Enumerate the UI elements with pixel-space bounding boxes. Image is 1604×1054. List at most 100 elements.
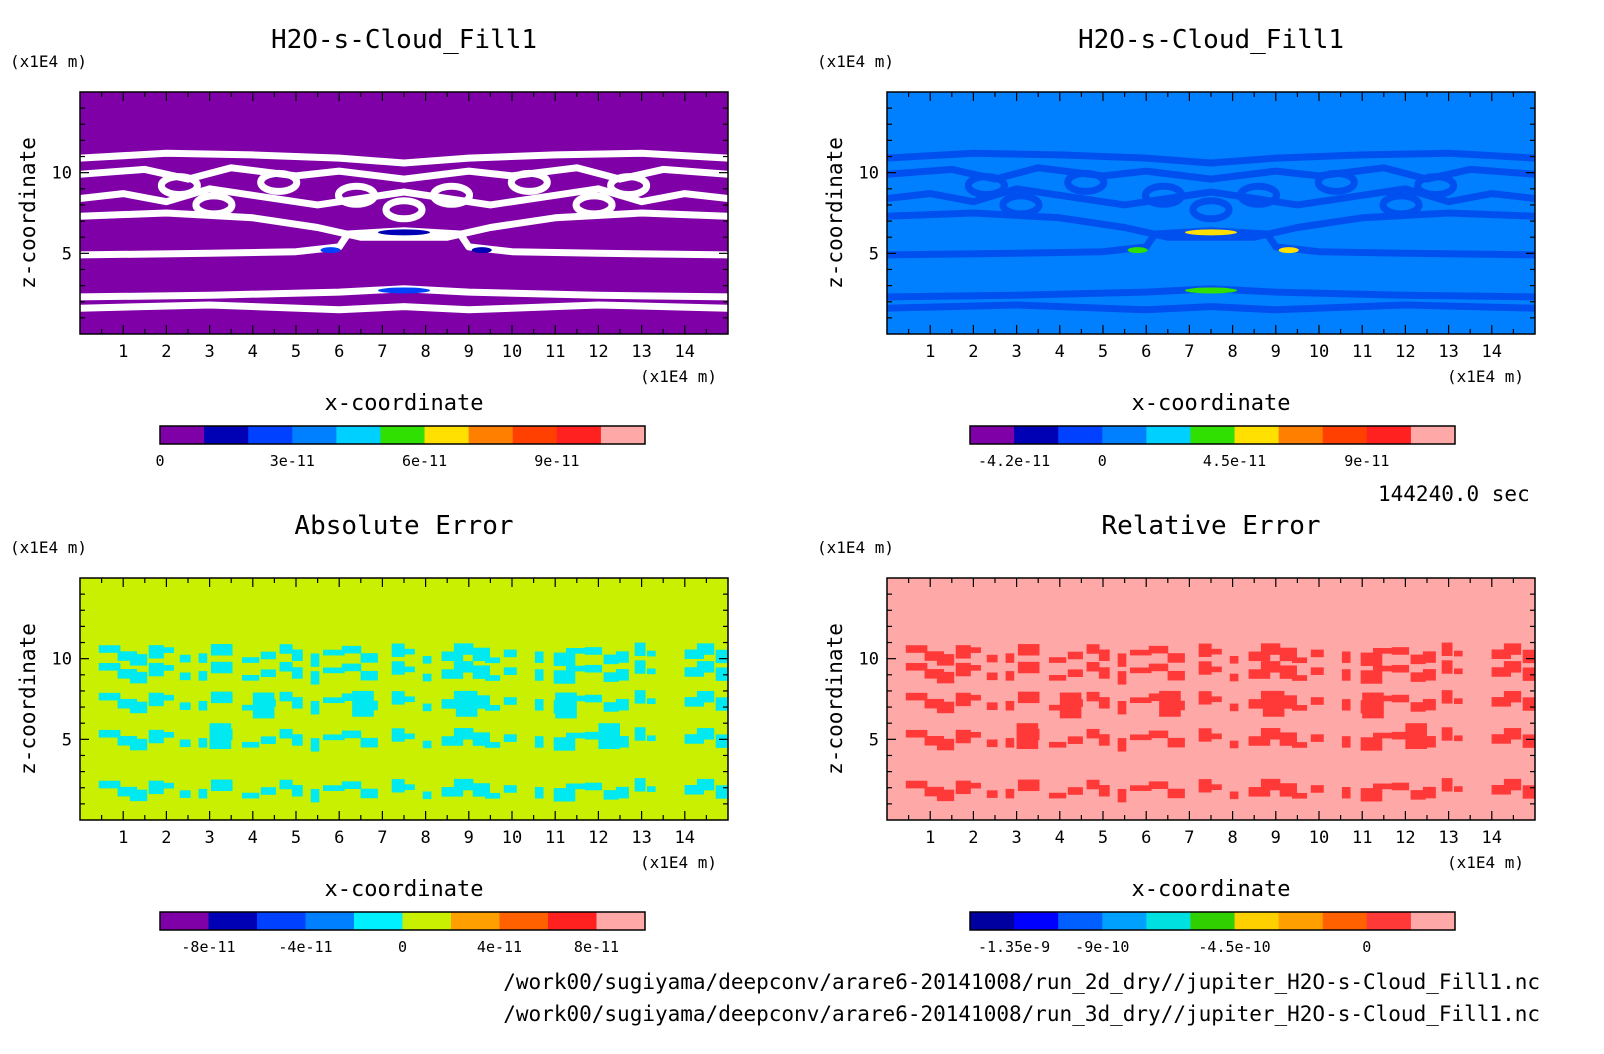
- x-tick-label: 5: [291, 342, 301, 362]
- error-cell: [242, 792, 260, 799]
- x-tick-label: 6: [1141, 342, 1151, 362]
- colorbar-swatch: [596, 912, 646, 930]
- x-tick-label: 7: [1184, 828, 1194, 848]
- error-cell: [566, 732, 586, 739]
- error-cell: [1067, 736, 1083, 744]
- y-tick-label: 10: [859, 164, 879, 184]
- error-cell: [634, 660, 646, 674]
- error-cell: [391, 691, 405, 705]
- error-cell: [1198, 643, 1212, 657]
- y-unit-label: (x1E4 m): [817, 52, 894, 71]
- error-cell: [1292, 657, 1308, 664]
- colorbar-swatch: [970, 912, 1015, 930]
- error-cell: [1017, 779, 1040, 792]
- error-cell: [291, 697, 303, 709]
- error-cell: [1211, 784, 1222, 790]
- error-cell: [453, 778, 474, 791]
- error-cell: [1017, 691, 1040, 704]
- error-cell: [1198, 779, 1212, 793]
- error-cell: [1067, 669, 1083, 678]
- error-cell: [553, 737, 576, 751]
- error-cell: [634, 642, 646, 656]
- error-cell: [1410, 702, 1426, 712]
- error-cell: [391, 779, 405, 793]
- error-cell: [968, 732, 981, 738]
- error-cell: [647, 668, 656, 675]
- x-tick-label: 5: [1098, 342, 1108, 362]
- error-cell: [1441, 642, 1453, 656]
- error-cell: [936, 789, 955, 802]
- colorbar-swatch: [556, 426, 602, 444]
- error-cell: [503, 697, 517, 705]
- colorbar-swatch: [1234, 426, 1280, 444]
- cloud-peak: [1278, 247, 1299, 254]
- colorbar-swatch: [1190, 912, 1236, 930]
- x-tick-label: 4: [248, 828, 258, 848]
- error-cell: [404, 666, 415, 673]
- error-cell: [161, 694, 174, 701]
- cloud-contour: [999, 192, 1043, 218]
- error-cell: [905, 692, 928, 701]
- error-cell: [1391, 664, 1410, 673]
- error-cell: [534, 736, 544, 748]
- x-tick-label: 12: [588, 828, 608, 848]
- error-cell: [1422, 669, 1436, 681]
- error-cell: [360, 788, 378, 799]
- error-cell: [341, 645, 362, 654]
- error-cell: [1391, 647, 1410, 655]
- error-cell: [422, 791, 432, 800]
- error-cell: [1148, 730, 1169, 739]
- error-cell: [1410, 790, 1426, 800]
- error-cell: [179, 654, 191, 663]
- panel-title: H2O-s-Cloud_Fill1: [271, 25, 537, 55]
- x-tick-label: 10: [1309, 342, 1329, 362]
- error-cell: [1086, 728, 1100, 739]
- error-cell: [1130, 667, 1152, 674]
- error-cell: [955, 645, 971, 659]
- panel-title: H2O-s-Cloud_Fill1: [1078, 25, 1344, 55]
- error-cell: [1405, 723, 1427, 750]
- x-tick-label: 1: [925, 828, 935, 848]
- error-cell: [1198, 661, 1212, 675]
- colorbar-swatch: [1014, 426, 1059, 444]
- error-cell: [684, 667, 705, 677]
- error-cell: [242, 674, 260, 681]
- footer-path-2d: /work00/sugiyama/deepconv/arare6-2014100…: [503, 970, 1540, 994]
- error-cell: [936, 654, 955, 666]
- error-cell: [715, 785, 728, 799]
- error-cell: [1503, 728, 1522, 740]
- error-cell: [1130, 649, 1152, 656]
- error-cell: [696, 778, 715, 791]
- colorbar-swatch: [1102, 912, 1147, 930]
- error-cell: [441, 651, 464, 662]
- error-cell: [310, 671, 320, 685]
- error-cell: [341, 693, 362, 702]
- error-cell: [1260, 643, 1281, 655]
- error-cell: [98, 729, 121, 738]
- error-cell: [1310, 697, 1324, 705]
- error-cell: [441, 669, 464, 679]
- cloud-contour: [430, 182, 474, 208]
- error-cell: [1503, 643, 1522, 655]
- colorbar-swatch: [1146, 912, 1191, 930]
- error-cell: [291, 734, 303, 746]
- error-cell: [684, 785, 705, 795]
- colorbar-tick-label: 4e-11: [477, 938, 522, 956]
- error-cell: [1391, 694, 1410, 703]
- x-tick-label: 6: [1141, 828, 1151, 848]
- error-cell: [1491, 734, 1512, 744]
- y-tick-label: 10: [52, 164, 72, 184]
- error-cell: [1341, 787, 1351, 799]
- x-axis-label: x-coordinate: [325, 877, 484, 902]
- error-cell: [647, 786, 656, 792]
- error-cell: [98, 662, 121, 671]
- x-tick-label: 1: [118, 828, 128, 848]
- error-cell: [566, 665, 586, 672]
- error-cell: [1229, 740, 1239, 749]
- error-cell: [242, 657, 260, 663]
- x-axis-label: x-coordinate: [1132, 391, 1291, 416]
- colorbar-swatch: [512, 426, 558, 444]
- error-cell: [198, 788, 208, 799]
- colorbar: -4.2e-11 0 4.5e-11 9e-11: [969, 425, 1456, 470]
- error-cell: [117, 698, 138, 709]
